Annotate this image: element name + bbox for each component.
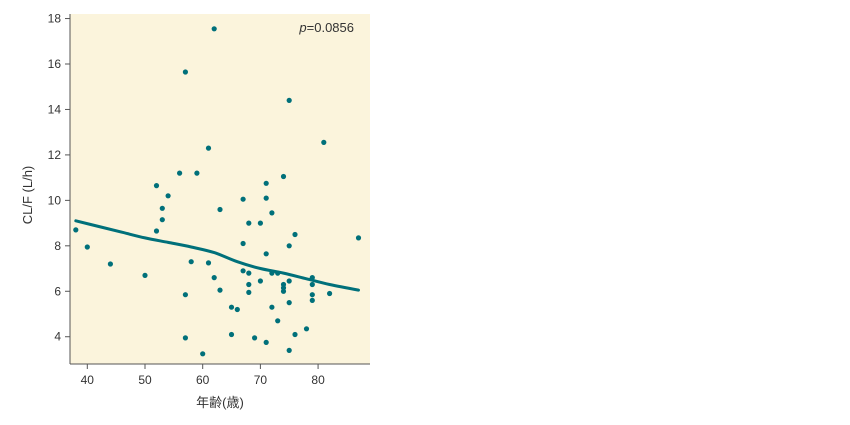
data-point <box>200 351 206 357</box>
y-tick-label: 18 <box>48 12 62 26</box>
data-point <box>217 206 223 213</box>
x-tick-label: 60 <box>196 373 210 387</box>
data-point <box>188 259 194 265</box>
y-tick-label: 14 <box>48 102 62 116</box>
data-point <box>303 326 310 332</box>
data-point <box>263 339 269 345</box>
data-point <box>292 231 298 238</box>
axes-layer: 4 6 8 10 12 14 16 18 40 50 60 70 80 <box>48 12 370 387</box>
data-point <box>217 287 223 293</box>
trend-line <box>74 219 360 292</box>
y-tick-label: 12 <box>48 148 62 162</box>
data-point <box>240 268 246 274</box>
data-point <box>269 210 275 216</box>
data-point <box>73 227 79 233</box>
data-point <box>228 331 235 338</box>
data-point <box>194 170 200 176</box>
x-tick-label: 80 <box>311 373 325 387</box>
data-point <box>165 193 171 199</box>
data-point <box>292 331 298 338</box>
data-point <box>286 97 292 103</box>
data-point <box>182 292 188 298</box>
data-point <box>240 196 246 202</box>
data-point <box>246 270 252 276</box>
data-point <box>263 195 269 201</box>
data-point <box>211 26 217 32</box>
data-point <box>309 297 315 303</box>
data-point <box>355 235 362 241</box>
data-point <box>286 300 292 306</box>
data-point <box>159 205 165 211</box>
p-value-annotation: p=0.0856 <box>298 20 354 35</box>
data-point <box>321 139 327 145</box>
x-tick-label: 40 <box>81 373 95 387</box>
data-point <box>142 272 148 278</box>
data-point <box>309 292 315 298</box>
x-axis-title: 年齢(歳) <box>196 395 244 410</box>
data-point <box>182 335 188 341</box>
data-point <box>205 260 212 266</box>
data-point <box>269 304 275 310</box>
x-tick-label: 70 <box>254 373 268 387</box>
data-point <box>205 145 212 151</box>
data-point <box>153 183 160 189</box>
y-axis-title: CL/F (L/h) <box>20 166 35 225</box>
data-point <box>252 335 258 341</box>
data-point <box>286 278 292 284</box>
data-point <box>286 243 292 249</box>
data-point <box>280 288 287 294</box>
y-tick-label: 10 <box>48 193 62 207</box>
data-point <box>263 180 269 186</box>
y-tick-label: 6 <box>54 284 61 298</box>
plot-background <box>70 14 370 364</box>
data-point <box>309 281 315 288</box>
data-point <box>286 347 292 353</box>
data-point <box>182 69 188 75</box>
p-value: =0.0856 <box>307 20 354 35</box>
points-layer <box>73 26 362 357</box>
y-tick-label: 4 <box>54 330 61 344</box>
data-point <box>240 240 246 247</box>
data-point <box>107 261 113 267</box>
y-tick-label: 16 <box>48 57 62 71</box>
y-tick-label: 8 <box>54 239 61 253</box>
data-point <box>246 220 252 226</box>
data-point <box>257 220 263 226</box>
data-point <box>246 281 252 288</box>
data-point <box>84 244 90 250</box>
p-symbol: p <box>298 20 306 35</box>
data-point <box>234 306 240 313</box>
data-point <box>228 304 235 310</box>
x-tick-label: 50 <box>138 373 152 387</box>
data-point <box>280 173 287 180</box>
data-point <box>211 275 217 281</box>
data-point <box>327 290 333 297</box>
data-point <box>275 318 281 324</box>
data-point <box>153 228 160 234</box>
data-point <box>246 289 252 295</box>
data-point <box>159 217 165 223</box>
data-point <box>263 251 269 257</box>
data-point <box>177 170 183 176</box>
data-point <box>257 278 263 284</box>
